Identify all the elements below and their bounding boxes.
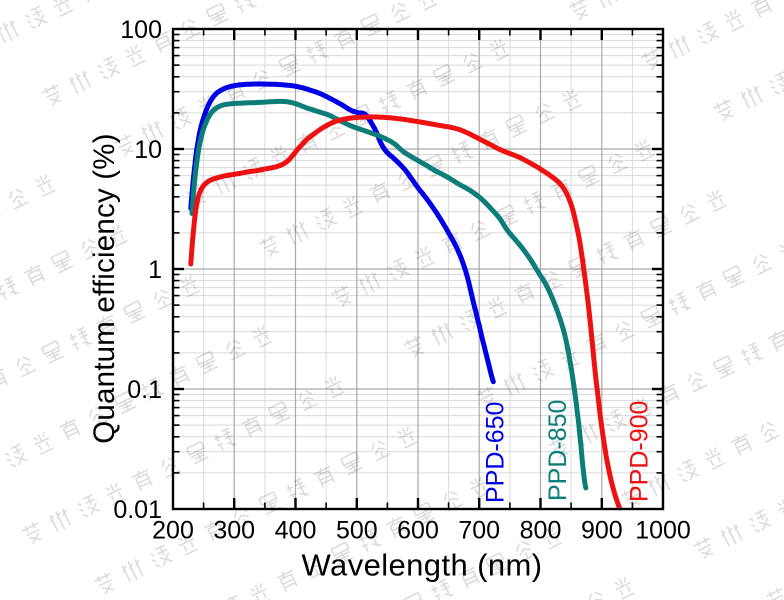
svg-text:600: 600: [397, 517, 439, 545]
svg-text:0.1: 0.1: [127, 376, 162, 404]
svg-text:PPD-900: PPD-900: [626, 401, 654, 502]
svg-text:Quantum efficiency (%): Quantum efficiency (%): [88, 133, 121, 443]
svg-text:200: 200: [152, 517, 194, 545]
svg-text:800: 800: [520, 517, 562, 545]
svg-text:PPD-850: PPD-850: [544, 400, 572, 501]
svg-text:1: 1: [148, 256, 162, 284]
svg-text:300: 300: [213, 517, 255, 545]
svg-text:PPD-650: PPD-650: [482, 402, 510, 503]
svg-text:100: 100: [120, 16, 162, 44]
svg-text:900: 900: [581, 517, 623, 545]
svg-text:0.01: 0.01: [113, 496, 162, 524]
svg-text:1000: 1000: [635, 517, 691, 545]
svg-text:400: 400: [275, 517, 317, 545]
svg-text:700: 700: [458, 517, 500, 545]
svg-text:Wavelength (nm): Wavelength (nm): [302, 548, 543, 583]
svg-text:500: 500: [336, 517, 378, 545]
svg-text:10: 10: [134, 136, 162, 164]
